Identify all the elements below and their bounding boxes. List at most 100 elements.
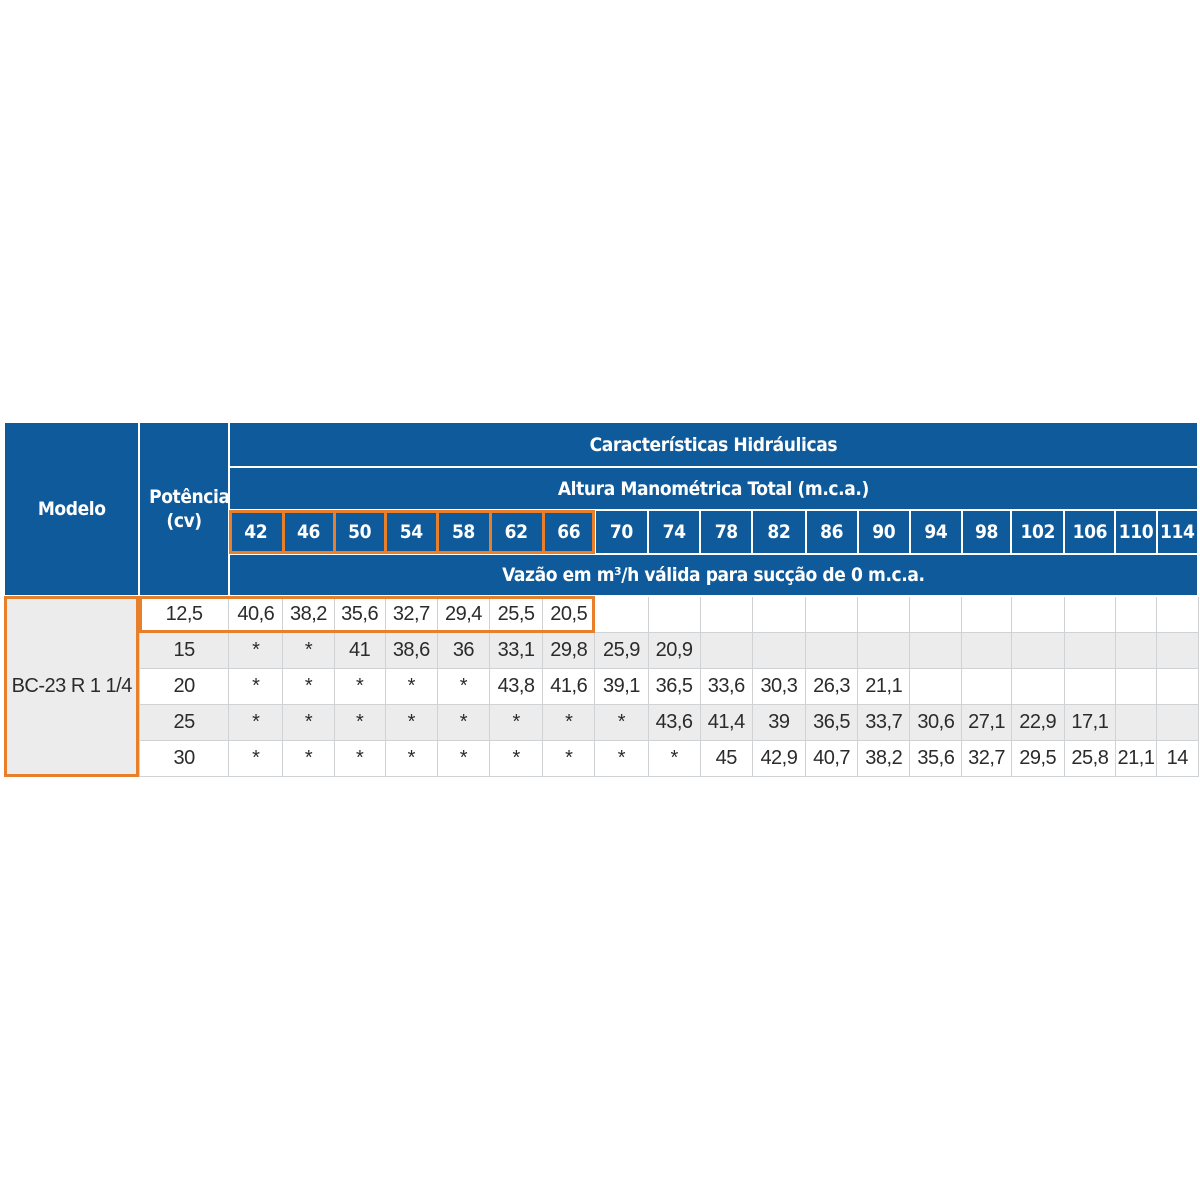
caracteristicas-header: Características Hidráulicas — [227, 421, 1200, 468]
flow-value-cell: * — [384, 704, 438, 741]
flow-value-cell: 14 — [1156, 740, 1199, 777]
flow-value-cell: * — [282, 704, 335, 741]
table-row: 20 * * * * * 43,8 41,6 39,1 36,5 33,6 30,3 26,3 21,1 — [4, 668, 1199, 705]
empty-cell — [1114, 632, 1158, 669]
empty-cell — [1114, 595, 1158, 633]
potencia-cell: 15 — [138, 632, 230, 669]
performance-table-container: Modelo Potência (cv) Características Hidrá… — [2, 421, 1200, 777]
empty-cell — [909, 668, 963, 705]
height-col-header: 66 — [541, 509, 596, 555]
empty-cell — [961, 632, 1012, 669]
flow-value-cell: 25,5 — [489, 595, 544, 633]
flow-value-cell: * — [489, 704, 544, 741]
potencia-cell: 25 — [138, 704, 230, 741]
flow-value-cell: 36 — [436, 632, 491, 669]
flow-value-cell: * — [333, 740, 386, 777]
flow-value-cell: 41,4 — [699, 704, 753, 741]
flow-value-cell: * — [282, 740, 335, 777]
flow-value-cell: 38,6 — [384, 632, 438, 669]
flow-value-cell: 32,7 — [384, 595, 438, 633]
height-col-header: 106 — [1063, 509, 1117, 555]
flow-value-cell: 30,6 — [909, 704, 963, 741]
flow-value-cell: 38,2 — [857, 740, 911, 777]
flow-value-cell: 40,6 — [228, 595, 284, 633]
empty-cell — [699, 595, 753, 633]
performance-table: Modelo Potência (cv) Características Hidrá… — [2, 421, 1200, 777]
height-col-header: 114 — [1155, 509, 1200, 555]
flow-value-cell: * — [228, 740, 284, 777]
flow-value-cell: 25,8 — [1063, 740, 1116, 777]
height-col-header: 62 — [488, 509, 544, 555]
empty-cell — [594, 595, 649, 633]
table-row: 25 * * * * * * * * 43,6 41,4 39 36,5 33,7 30,6 27,1 22,9… — [4, 704, 1199, 741]
table-row: 15 * * 41 38,6 36 33,1 29,8 25,9 20,9 — [4, 632, 1199, 669]
empty-cell — [909, 632, 963, 669]
height-col-header: 86 — [804, 509, 859, 555]
flow-value-cell: * — [647, 740, 701, 777]
flow-value-cell: 33,6 — [699, 668, 753, 705]
empty-cell — [1010, 632, 1065, 669]
flow-value-cell: * — [436, 704, 491, 741]
flow-value-cell: * — [594, 740, 649, 777]
flow-value-cell: * — [228, 632, 284, 669]
flow-value-cell: 29,4 — [436, 595, 491, 633]
height-col-header: 110 — [1114, 509, 1158, 555]
flow-value-cell: * — [282, 632, 335, 669]
empty-cell — [857, 595, 911, 633]
flow-value-cell: * — [436, 740, 491, 777]
flow-value-cell: * — [228, 704, 284, 741]
flow-value-cell: * — [542, 740, 596, 777]
empty-cell — [1063, 668, 1116, 705]
height-col-header: 70 — [593, 509, 650, 555]
flow-value-cell: * — [333, 668, 386, 705]
flow-value-cell: * — [384, 740, 438, 777]
height-col-header: 98 — [960, 509, 1013, 555]
empty-cell — [751, 595, 807, 633]
potencia-cell: 30 — [138, 740, 230, 777]
flow-value-cell: 41,6 — [542, 668, 596, 705]
table-row: BC-23 R 1 1/4 12,5 40,6 38,2 35,6 32,7 29,4 25,… — [3, 595, 1199, 777]
height-col-header: 42 — [227, 509, 284, 555]
height-col-header: 94 — [908, 509, 963, 555]
flow-value-cell: * — [282, 668, 335, 705]
flow-value-cell: 33,7 — [857, 704, 911, 741]
flow-value-cell: * — [542, 704, 596, 741]
flow-value-cell: 20,9 — [647, 632, 701, 669]
flow-value-cell: 22,9 — [1010, 704, 1065, 741]
flow-value-cell: 33,1 — [489, 632, 544, 669]
flow-value-cell: 39,1 — [594, 668, 649, 705]
empty-cell — [909, 595, 963, 633]
empty-cell — [647, 595, 701, 633]
potencia-header: Potência (cv) — [138, 421, 230, 597]
potencia-cell: 12,5 — [138, 595, 230, 633]
height-col-header: 54 — [384, 509, 439, 555]
flow-value-cell: 30,3 — [751, 668, 807, 705]
empty-cell — [1114, 668, 1158, 705]
flow-value-cell: * — [436, 668, 491, 705]
flow-value-cell: 41 — [333, 632, 386, 669]
table-row: 30 * * * * * * * * * 45 42,9 40,7 38,2 35,6 32,7 29,5 25,… — [4, 740, 1199, 777]
flow-value-cell: * — [384, 668, 438, 705]
flow-value-cell: * — [594, 704, 649, 741]
height-col-header: 58 — [436, 509, 491, 555]
flow-value-cell: 43,6 — [647, 704, 701, 741]
flow-value-cell: 29,8 — [542, 632, 596, 669]
flow-value-cell: 29,5 — [1010, 740, 1065, 777]
empty-cell — [857, 632, 911, 669]
height-col-header: 102 — [1010, 509, 1066, 555]
height-col-header: 78 — [699, 509, 754, 555]
flow-value-cell: 21,1 — [1114, 740, 1158, 777]
flow-value-cell: 21,1 — [857, 668, 911, 705]
modelo-header: Modelo — [2, 421, 141, 597]
height-col-header: 90 — [856, 509, 911, 555]
flow-value-cell: 32,7 — [961, 740, 1012, 777]
empty-cell — [1114, 704, 1158, 741]
height-col-header: 50 — [333, 509, 387, 555]
vazao-header: Vazão em m³/h válida para sucção de 0 m.… — [227, 553, 1200, 597]
empty-cell — [699, 632, 753, 669]
flow-value-cell: 45 — [699, 740, 753, 777]
height-col-header: 74 — [647, 509, 702, 555]
empty-cell — [1063, 632, 1116, 669]
flow-value-cell: 35,6 — [909, 740, 963, 777]
flow-value-cell: 36,5 — [647, 668, 701, 705]
